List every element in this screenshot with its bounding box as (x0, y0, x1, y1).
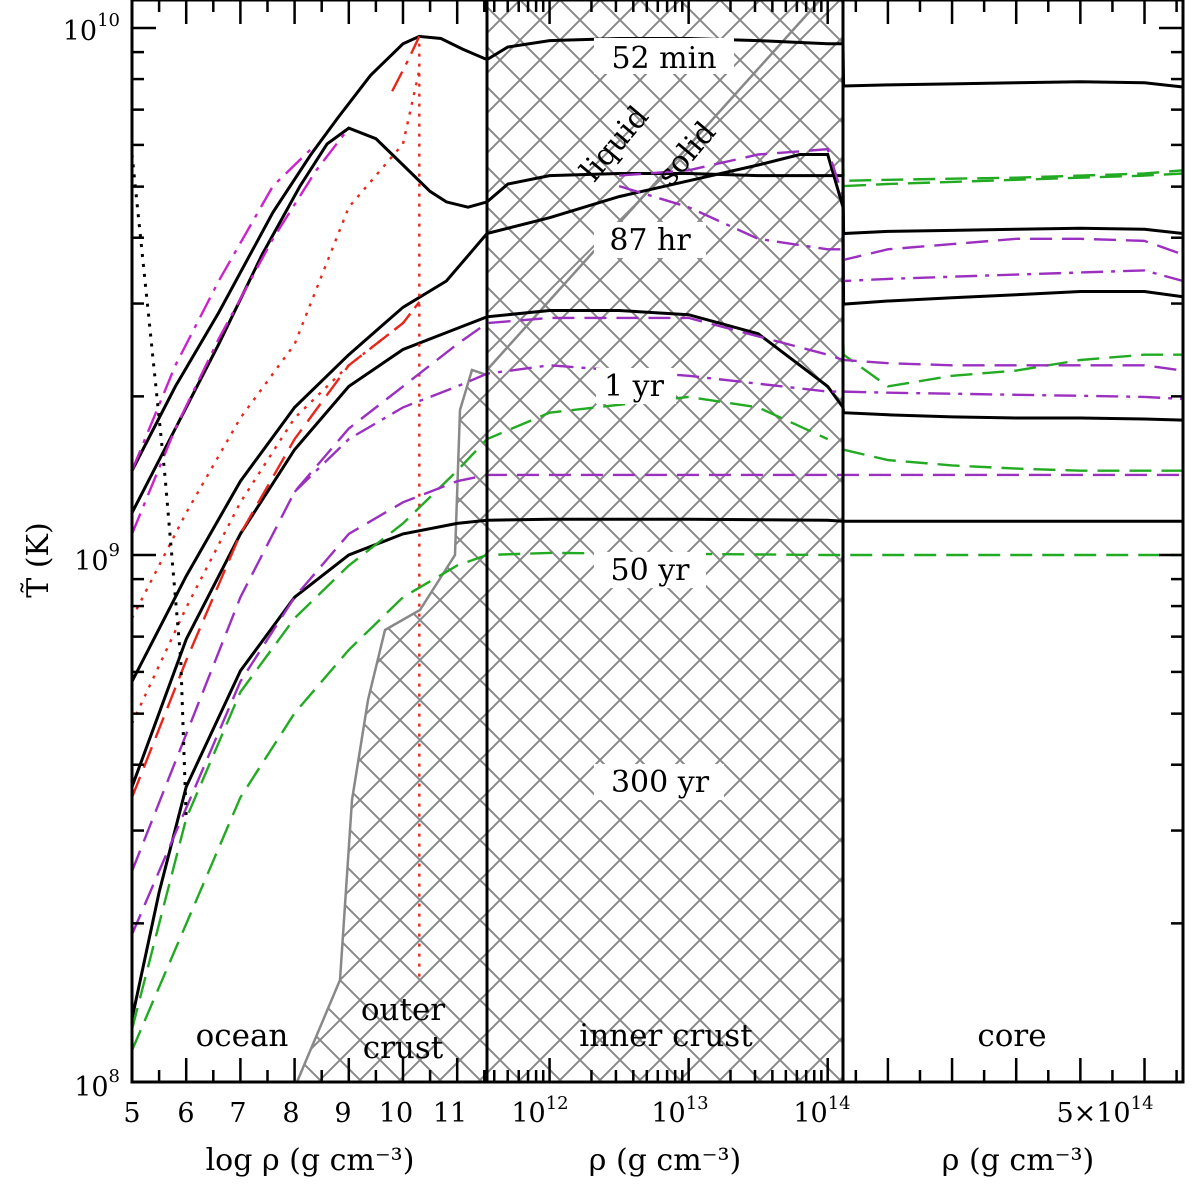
x-tick-label: 5×1014 (1056, 1093, 1153, 1129)
series-line-green-14 (841, 154, 1183, 188)
series-line-purple-21 (293, 364, 1183, 493)
series-line-green-13 (132, 551, 1183, 1051)
x-axis-title-panel-2: ρ (g cm⁻³) (589, 1143, 741, 1178)
region-label-core: core (977, 1018, 1046, 1054)
time-label-300yr: 300 yr (611, 765, 710, 800)
series-line-purple-22 (132, 473, 1183, 935)
x-tick-label: 1013 (651, 1093, 708, 1129)
y-tick-label-mid: 109 (74, 540, 120, 577)
time-label-50yr: 50 yr (611, 553, 691, 588)
x-tick-label: 9 (334, 1098, 351, 1129)
time-label-1yr: 1 yr (604, 369, 665, 404)
x-tick-label: 7 (229, 1098, 246, 1129)
x-tick-label: 11 (433, 1098, 467, 1129)
series-line-purple-20 (132, 316, 1183, 872)
region-label-outer-crust-line2: crust (363, 1030, 444, 1066)
tick-marks (130, 0, 1183, 1084)
series-line-red-9 (132, 301, 421, 725)
series-line-red-10 (132, 301, 421, 798)
time-labels: 52 min 87 hr 1 yr 50 yr 300 yr (594, 38, 734, 800)
x-tick-label: 8 (282, 1098, 299, 1129)
x-tick-label: 1012 (511, 1093, 568, 1129)
series-line-green-16 (842, 448, 1183, 472)
series-line-green-17 (841, 154, 1183, 183)
region-label-ocean: ocean (196, 1018, 289, 1054)
region-label-inner-crust: inner crust (579, 1018, 753, 1054)
region-label-outer-crust-line1: outer (361, 992, 445, 1028)
solid-hatch-area (295, 0, 845, 1082)
series-line-magenta-6 (132, 127, 350, 535)
series-line-purple-19 (619, 147, 1183, 262)
time-label-87hr: 87 hr (609, 223, 691, 258)
y-axis-title: T̃ (K) (21, 522, 56, 597)
series-line-black-1 (132, 126, 1183, 514)
series-line-black-23 (132, 154, 188, 819)
series-line-green-12 (132, 395, 829, 1030)
x-axis-title-panel-3: ρ (g cm⁻³) (942, 1143, 1094, 1178)
time-label-52min: 52 min (611, 41, 716, 76)
x-tick-label: 1014 (793, 1093, 850, 1129)
x-axis-title-panel-1: log ρ (g cm⁻³) (206, 1143, 415, 1178)
x-tick-label: 10 (379, 1098, 413, 1129)
series-line-black-4 (132, 517, 1183, 1020)
liquid-solid-boundary (486, 0, 821, 371)
x-tick-label: 6 (177, 1098, 194, 1129)
series-line-green-15 (841, 312, 1183, 388)
series-line-black-3 (132, 309, 1183, 788)
series-line-purple-18 (618, 184, 1183, 283)
series-line-black-2 (132, 153, 1183, 683)
series-line-red-7 (391, 35, 421, 92)
y-tick-label-bottom: 108 (74, 1066, 120, 1103)
series-line-black-0 (132, 34, 1183, 472)
series-group (132, 34, 1183, 1051)
x-tick-label: 5 (123, 1098, 140, 1129)
y-tick-label-top: 1010 (63, 10, 120, 47)
series-line-magenta-5 (132, 148, 312, 472)
solid-region (295, 0, 845, 1082)
